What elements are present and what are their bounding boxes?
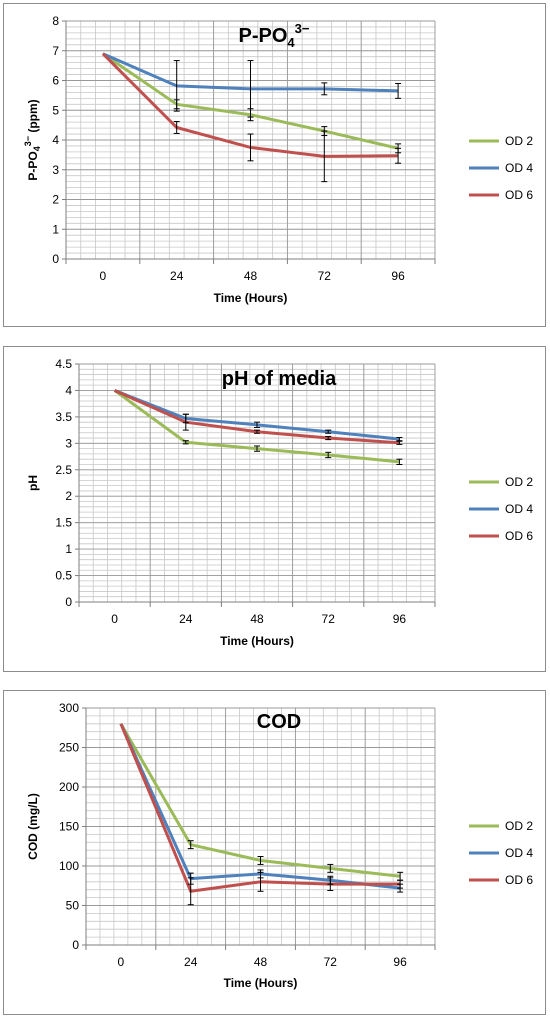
y-tick-label: 4.5: [55, 357, 72, 371]
x-tick-label: 0: [111, 612, 118, 626]
legend-label: OD 2: [505, 475, 533, 489]
y-tick-label: 3.5: [55, 410, 72, 424]
x-tick-label: 96: [391, 269, 405, 283]
y-tick-label: 1: [65, 542, 72, 556]
y-axis-title-unit: (ppm): [26, 99, 40, 136]
y-tick-label: 0.5: [55, 569, 72, 583]
y-tick-label: 150: [59, 820, 79, 834]
y-tick-label: 100: [59, 859, 79, 873]
legend-label: OD 6: [505, 529, 533, 543]
chart-title-text: P-PO: [239, 25, 288, 47]
y-tick-label: 4: [52, 133, 59, 147]
y-tick-label: 2: [52, 193, 59, 207]
y-tick-label: 7: [52, 44, 59, 58]
y-tick-label: 2: [65, 489, 72, 503]
y-tick-label: 3: [65, 436, 72, 450]
x-axis-title: Time (Hours): [214, 291, 288, 305]
x-tick-label: 48: [254, 955, 268, 969]
chart-panel-phosphate: 0 1 2 3 4 5 6 7 8 0 24 48 72 96 P-PO43− Time (Hours) P-P…: [3, 3, 546, 327]
y-tick-label: 200: [59, 780, 79, 794]
cod-chart: 0 50 100 150 200 250 300 0 24 48 72 96 COD Time (Hour…: [26, 701, 533, 990]
y-tick-label: 0: [52, 252, 59, 266]
x-axis-title: Time (Hours): [220, 634, 294, 648]
y-tick-label: 250: [59, 741, 79, 755]
y-tick-label: 4: [65, 383, 72, 397]
x-tick-label: 0: [100, 269, 107, 283]
y-axis-title: pH: [26, 475, 40, 491]
y-axis-title-text: COD (mg/L): [26, 793, 40, 860]
chart-title: COD: [257, 711, 301, 733]
legend-label: OD 4: [505, 502, 533, 516]
legend-label: OD 4: [505, 846, 533, 860]
x-tick-label: 24: [170, 269, 184, 283]
legend-label: OD 6: [505, 188, 533, 202]
y-axis-title-subscript: 4: [32, 146, 42, 151]
chart-title-subscript: 4: [287, 35, 295, 50]
chart-panel-cod: 0 50 100 150 200 250 300 0 24 48 72 96 COD Time (Hour…: [3, 690, 546, 1015]
x-tick-label: 72: [322, 612, 336, 626]
chart-title: pH of media: [222, 368, 337, 390]
chart-title-text: COD: [257, 711, 301, 733]
y-tick-label: 0: [72, 938, 79, 952]
series-line-od-2: [119, 723, 401, 878]
x-tick-label: 24: [184, 955, 198, 969]
chart-panel-ph: 0 0.5 1 1.5 2 2.5 3 3.5 4 4.5 0 24 48 72 96 pH of media…: [3, 346, 546, 672]
legend-label: OD 2: [505, 134, 533, 148]
y-axis-title-superscript: 3−: [23, 136, 33, 146]
legend-label: OD 2: [505, 819, 533, 833]
x-tick-label: 72: [318, 269, 332, 283]
x-axis-title: Time (Hours): [224, 976, 298, 990]
y-tick-label: 1: [52, 222, 59, 236]
legend-label: OD 6: [505, 873, 533, 887]
chart-title-text: pH of media: [222, 368, 337, 390]
y-axis-title-text: pH: [26, 475, 40, 491]
y-axis-title: COD (mg/L): [26, 793, 40, 860]
y-tick-label: 1.5: [55, 516, 72, 530]
y-tick-label: 50: [66, 899, 80, 913]
chart-title-superscript: 3−: [295, 21, 310, 36]
x-tick-label: 96: [393, 612, 407, 626]
y-tick-label: 8: [52, 14, 59, 28]
y-tick-label: 300: [59, 701, 79, 715]
y-tick-label: 5: [52, 103, 59, 117]
y-tick-label: 3: [52, 163, 59, 177]
x-tick-label: 0: [118, 955, 125, 969]
x-tick-label: 72: [324, 955, 338, 969]
y-axis-title-text: P-PO: [26, 151, 40, 180]
y-tick-label: 0: [65, 595, 72, 609]
y-tick-label: 6: [52, 74, 59, 88]
ph-chart: 0 0.5 1 1.5 2 2.5 3 3.5 4 4.5 0 24 48 72 96 pH of media…: [26, 357, 533, 648]
legend-label: OD 4: [505, 161, 533, 175]
y-axis-title: P-PO43− (ppm): [23, 99, 42, 180]
x-tick-label: 96: [393, 955, 407, 969]
x-tick-label: 24: [179, 612, 193, 626]
chart-title: P-PO43−: [239, 21, 310, 50]
x-tick-label: 48: [250, 612, 264, 626]
x-tick-label: 48: [244, 269, 258, 283]
y-tick-label: 2.5: [55, 463, 72, 477]
